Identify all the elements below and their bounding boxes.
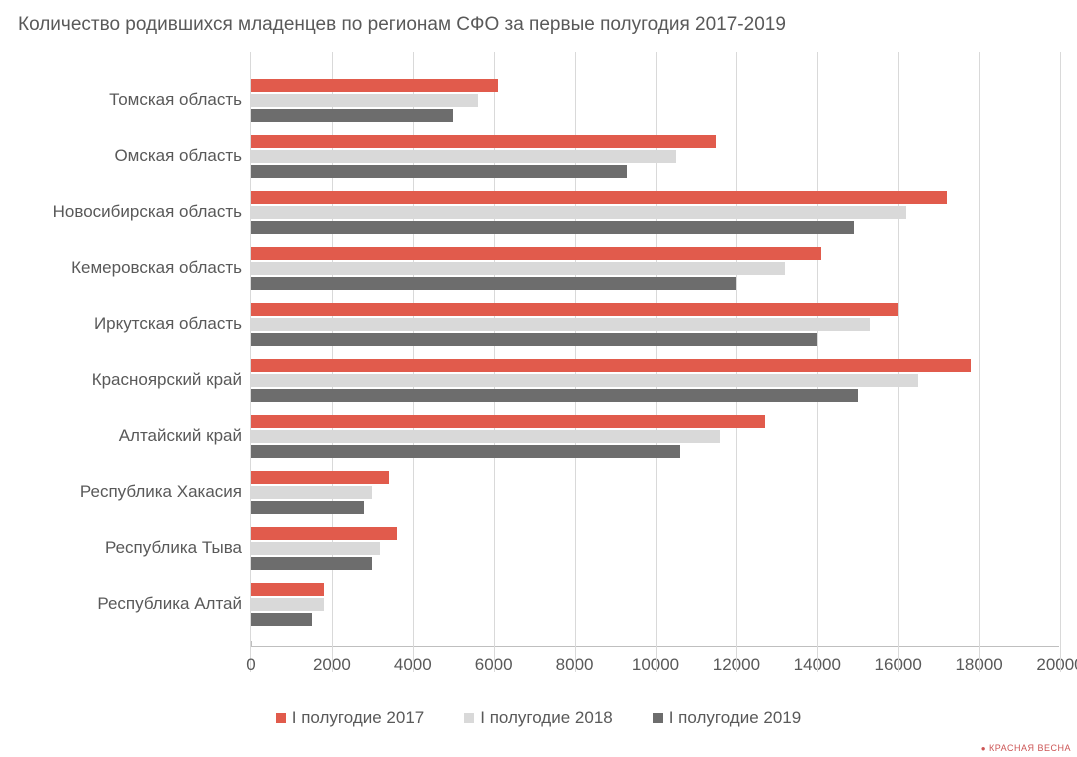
legend-label: I полугодие 2017 — [292, 708, 424, 728]
bar — [251, 277, 736, 290]
legend-item: I полугодие 2018 — [464, 708, 612, 728]
legend-swatch — [464, 713, 474, 723]
y-axis-label: Республика Хакасия — [80, 482, 242, 502]
legend-swatch — [653, 713, 663, 723]
y-axis-label: Кемеровская область — [71, 258, 242, 278]
bar — [251, 374, 918, 387]
legend-item: I полугодие 2019 — [653, 708, 801, 728]
bar — [251, 94, 478, 107]
bar-group — [251, 191, 1059, 234]
legend-label: I полугодие 2019 — [669, 708, 801, 728]
bar — [251, 471, 389, 484]
y-axis-label: Красноярский край — [92, 370, 242, 390]
bar — [251, 262, 785, 275]
grid-line — [1060, 52, 1061, 672]
bar — [251, 79, 498, 92]
chart-title: Количество родившихся младенцев по регио… — [18, 14, 1059, 36]
bar — [251, 613, 312, 626]
bar — [251, 583, 324, 596]
bar — [251, 445, 680, 458]
bar-group — [251, 79, 1059, 122]
bar — [251, 359, 971, 372]
bar — [251, 165, 627, 178]
y-axis-label: Новосибирская область — [53, 202, 242, 222]
bar — [251, 247, 821, 260]
plot-area: Томская область Омская область Новосибирск… — [18, 52, 1059, 672]
legend-label: I полугодие 2018 — [480, 708, 612, 728]
bar-group — [251, 471, 1059, 514]
bar — [251, 501, 364, 514]
watermark: КРАСНАЯ ВЕСНА — [981, 743, 1071, 753]
legend-swatch — [276, 713, 286, 723]
bar — [251, 206, 906, 219]
y-axis-label: Алтайский край — [119, 426, 242, 446]
chart-container: Количество родившихся младенцев по регио… — [0, 0, 1077, 757]
bar-group — [251, 527, 1059, 570]
bar — [251, 135, 716, 148]
bar — [251, 221, 854, 234]
bar — [251, 557, 372, 570]
bar — [251, 318, 870, 331]
bar-group — [251, 583, 1059, 626]
bar-group — [251, 415, 1059, 458]
y-axis-label: Республика Тыва — [105, 538, 242, 558]
bar-group — [251, 135, 1059, 178]
bars-region: 0200040006000800010000120001400016000180… — [250, 52, 1059, 672]
bar — [251, 486, 372, 499]
bar-group — [251, 303, 1059, 346]
legend: I полугодие 2017 I полугодие 2018 I полуго… — [18, 708, 1059, 728]
y-axis-label: Республика Алтай — [97, 594, 242, 614]
bar — [251, 542, 380, 555]
bar — [251, 598, 324, 611]
bar — [251, 415, 765, 428]
bar — [251, 303, 898, 316]
y-axis-label: Иркутская область — [94, 314, 242, 334]
y-axis-label: Омская область — [114, 146, 242, 166]
bar — [251, 389, 858, 402]
bar — [251, 333, 817, 346]
bar — [251, 150, 676, 163]
bar — [251, 430, 720, 443]
y-axis-label: Томская область — [109, 90, 242, 110]
bar-group — [251, 359, 1059, 402]
x-tick — [251, 641, 252, 647]
x-axis-label: 20000 — [1036, 655, 1077, 675]
legend-item: I полугодие 2017 — [276, 708, 424, 728]
x-axis-label: 0 — [246, 655, 255, 675]
bar-group — [251, 247, 1059, 290]
bar — [251, 191, 947, 204]
y-axis: Томская область Омская область Новосибирск… — [18, 52, 250, 672]
bar — [251, 109, 453, 122]
bar — [251, 527, 397, 540]
